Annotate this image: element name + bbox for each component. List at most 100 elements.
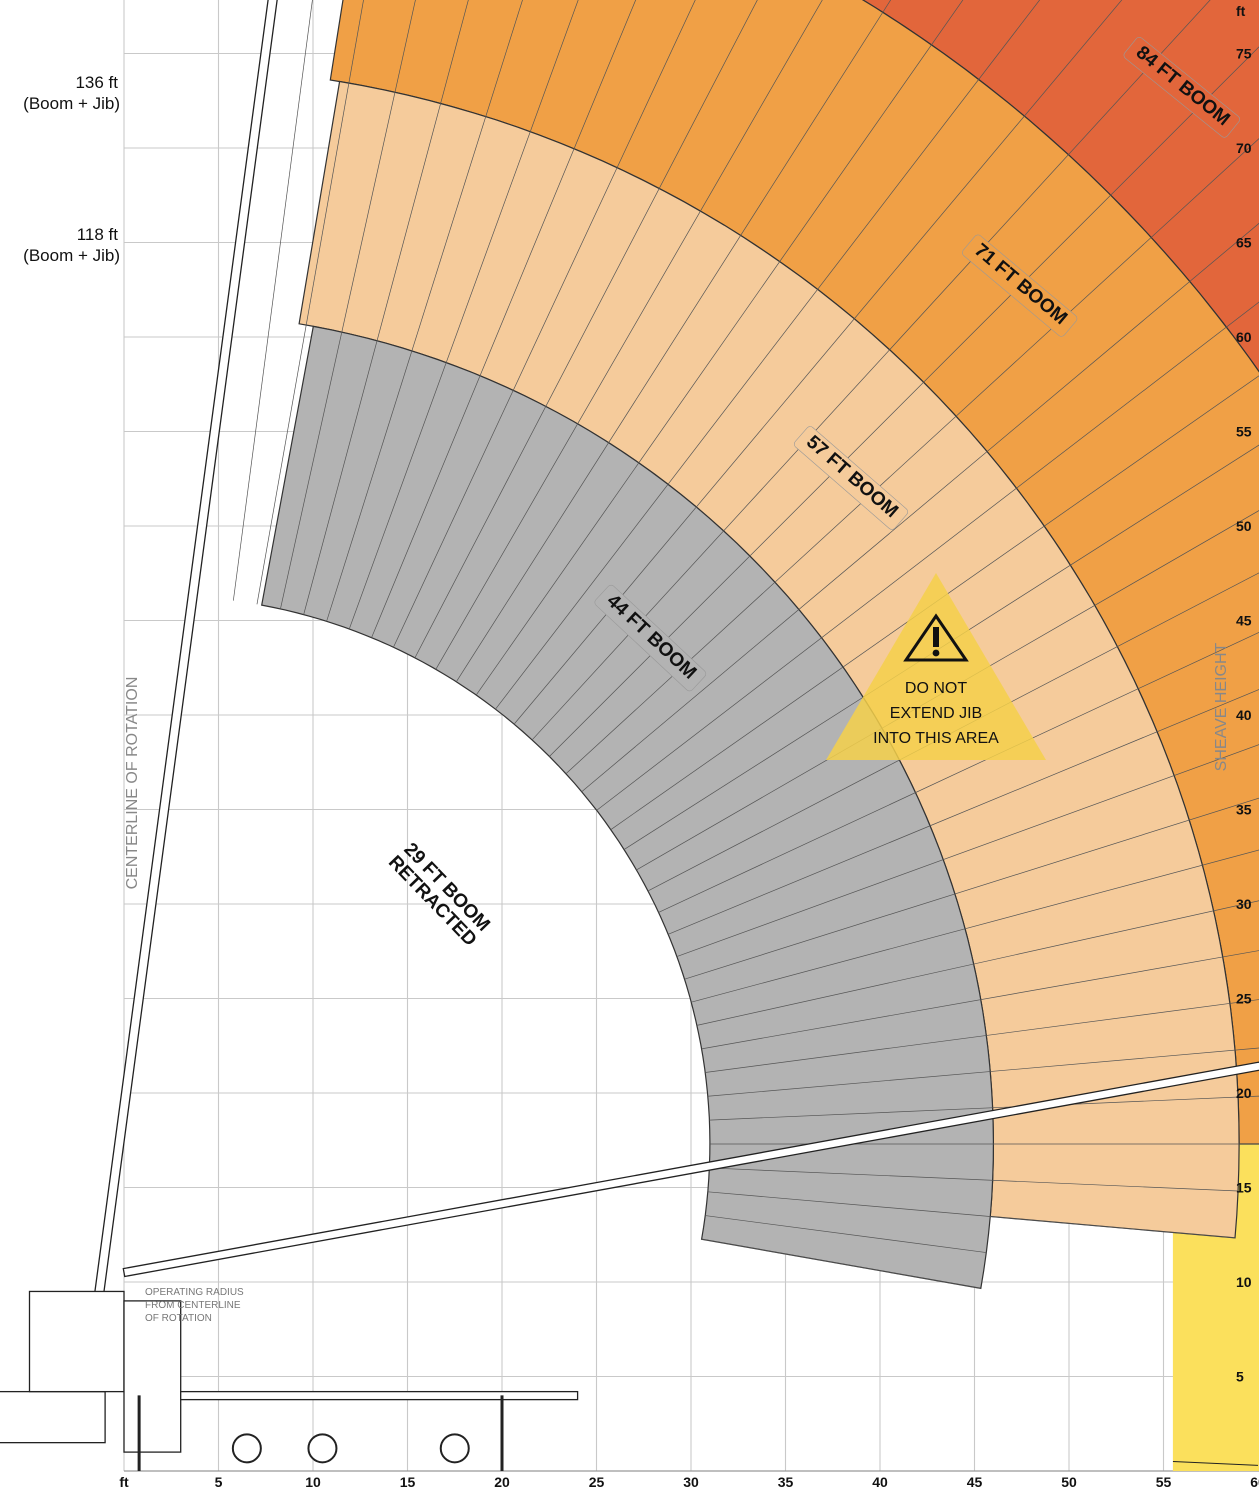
y-tick-label: 55	[1236, 424, 1252, 440]
warning-area: DO NOT EXTEND JIB INTO THIS AREA	[826, 573, 1046, 760]
angle-line	[691, 849, 1259, 1003]
angle-line	[636, 510, 1259, 871]
labels: ft ft CENTERLINE OF ROTATION SHEAVE HEIG…	[23, 3, 1246, 1490]
truck-deck	[180, 1390, 579, 1401]
angle-line	[705, 1215, 987, 1253]
warning-line-2: EXTEND JIB	[890, 705, 982, 722]
boom-zone	[261, 325, 995, 1290]
angle-line	[371, 0, 637, 638]
angle-line	[303, 0, 469, 615]
angle-line	[658, 632, 1259, 913]
truck-wheel	[231, 1433, 262, 1464]
y-tick-label: 50	[1236, 518, 1252, 534]
angle-line	[475, 0, 964, 696]
angle-line	[549, 46, 1259, 757]
top-unit-label: ft	[1236, 3, 1246, 19]
angle-line	[393, 0, 696, 648]
angle-line	[581, 222, 1259, 792]
angle-line	[623, 444, 1259, 850]
x-tick-label: 40	[872, 1474, 888, 1490]
axis-ticks: 5101520253035404550556065707580859095100…	[215, 46, 1259, 1491]
angle-line	[596, 301, 1259, 811]
y-tick-label: 15	[1236, 1180, 1252, 1196]
x-tick-label: 10	[305, 1474, 321, 1490]
truck-cab-top	[28, 1290, 125, 1393]
x-tick-label: 55	[1156, 1474, 1172, 1490]
x-tick-label: 30	[683, 1474, 699, 1490]
angle-line	[414, 0, 758, 659]
angle-leader	[1172, 1461, 1259, 1466]
angle-line	[668, 689, 1259, 935]
boom-label-bg	[594, 584, 707, 692]
angle-line	[326, 0, 523, 622]
y-tick-label: 30	[1236, 896, 1252, 912]
y-tick-label: 35	[1236, 802, 1252, 818]
y-tick-label: 20	[1236, 1085, 1252, 1101]
warning-icon-dot	[932, 649, 940, 657]
x-tick-label: 35	[778, 1474, 794, 1490]
truck-wheel	[439, 1433, 470, 1464]
extended-boom	[122, 1061, 1259, 1278]
angle-line	[495, 0, 1041, 710]
angle-line	[701, 950, 1259, 1050]
operating-radius-note-2: FROM CENTERLINE	[145, 1300, 241, 1311]
angle-line	[707, 1191, 1236, 1239]
y-tick-label: 45	[1236, 613, 1252, 629]
angle-line	[610, 375, 1259, 830]
load-zones	[261, 0, 1259, 1471]
x-tick-label: 60	[1250, 1474, 1259, 1490]
y-tick-label: 5	[1236, 1369, 1244, 1385]
x-tick-label: 25	[589, 1474, 605, 1490]
angle-line	[676, 744, 1259, 957]
y-tick-label: 70	[1236, 140, 1252, 156]
centerline-axis-title: CENTERLINE OF ROTATION	[124, 677, 141, 890]
truck-cab	[0, 1390, 106, 1444]
boom-label-bg	[962, 234, 1078, 337]
angle-line	[256, 0, 364, 605]
operating-radius-note-3: OF ROTATION	[145, 1313, 212, 1324]
bottom-unit-label: ft	[119, 1474, 129, 1490]
angle-line	[348, 0, 579, 630]
x-tick-label: 50	[1061, 1474, 1077, 1490]
angle-line	[709, 1167, 1239, 1192]
y-tick-label: 65	[1236, 235, 1252, 251]
angle-lines: 45°40°35°30°25°20°15°10°5°0°-10°	[232, 0, 1259, 1466]
jib-118-length: 118 ft	[77, 225, 119, 244]
angle-line	[684, 797, 1259, 980]
angle-line	[647, 572, 1259, 892]
warning-line-3: INTO THIS AREA	[873, 730, 999, 747]
warning-triangle-bg	[826, 573, 1046, 760]
y-tick-label: 40	[1236, 707, 1252, 723]
angle-line	[455, 0, 892, 682]
angle-line	[435, 0, 823, 670]
angle-line	[707, 1047, 1259, 1097]
y-tick-label: 10	[1236, 1274, 1252, 1290]
warning-icon-bar	[933, 627, 939, 647]
angle-line	[232, 0, 313, 601]
boom-label-bg	[794, 426, 909, 530]
y-tick-label: 60	[1236, 329, 1252, 345]
jib-136-length: 136 ft	[75, 73, 118, 92]
warning-icon	[903, 613, 969, 662]
angle-line	[709, 1095, 1259, 1121]
crane-turret	[123, 1300, 182, 1453]
x-tick-label: 15	[400, 1474, 416, 1490]
jib-118-note: (Boom + Jib)	[23, 246, 120, 265]
vertical-boom	[90, 0, 278, 1322]
y-tick-label: 25	[1236, 991, 1252, 1007]
boom-label-bg	[1123, 36, 1240, 138]
warning-line-1: DO NOT	[905, 680, 967, 697]
truck-wheel	[307, 1433, 338, 1464]
sheave-height-axis-title: SHEAVE HEIGHT	[1213, 642, 1230, 771]
operating-radius-note-1: OPERATING RADIUS	[145, 1287, 244, 1298]
x-tick-label: 45	[967, 1474, 983, 1490]
angle-line	[696, 900, 1259, 1026]
jib-136-note: (Boom + Jib)	[23, 94, 120, 113]
angle-line	[701, 1238, 981, 1289]
y-tick-label: 75	[1236, 46, 1252, 62]
angle-line	[513, 0, 1123, 725]
